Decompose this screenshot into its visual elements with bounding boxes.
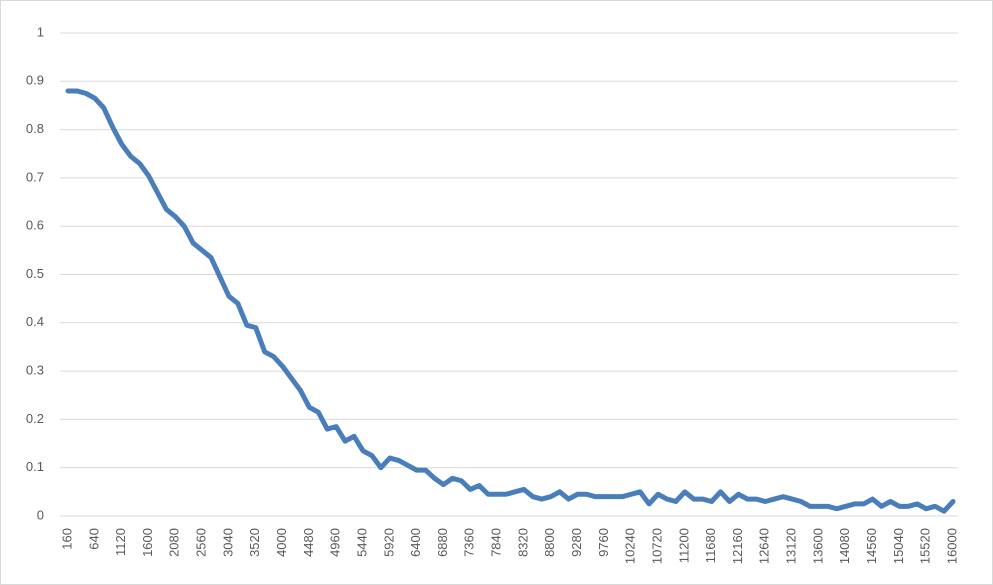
x-tick-label: 11200 [676, 528, 691, 563]
x-tick-label: 7360 [462, 528, 477, 557]
x-tick-label: 8320 [515, 528, 530, 557]
y-tick-label: 1 [37, 24, 44, 39]
x-tick-label: 12640 [757, 528, 772, 564]
x-tick-label: 4960 [328, 528, 343, 557]
y-tick-label: 0.7 [26, 169, 44, 184]
x-tick-label: 15520 [918, 528, 933, 564]
x-tick-label: 12160 [730, 528, 745, 564]
x-tick-label: 10240 [623, 528, 638, 564]
x-tick-label: 7840 [489, 528, 504, 557]
x-tick-label: 10720 [649, 528, 664, 564]
y-tick-label: 0.8 [26, 121, 44, 136]
x-tick-label: 3520 [247, 528, 262, 557]
y-tick-label: 0.6 [26, 218, 44, 233]
x-tick-label: 11680 [703, 528, 718, 563]
x-tick-label: 160 [59, 528, 74, 550]
x-tick-label: 14560 [864, 528, 879, 564]
x-tick-label: 1600 [140, 528, 155, 557]
x-tick-label: 5920 [381, 528, 396, 557]
x-tick-label: 13120 [784, 528, 799, 564]
x-tick-label: 6880 [435, 528, 450, 557]
y-tick-label: 0 [37, 507, 44, 522]
y-tick-label: 0.2 [26, 411, 44, 426]
x-tick-label: 3040 [220, 528, 235, 557]
x-tick-label: 9280 [569, 528, 584, 557]
x-tick-label: 13600 [810, 528, 825, 564]
x-tick-label: 16000 [944, 528, 959, 564]
x-tick-label: 14080 [837, 528, 852, 564]
x-tick-label: 640 [86, 528, 101, 550]
x-tick-label: 5440 [354, 528, 369, 557]
y-tick-label: 0.3 [26, 363, 44, 378]
x-tick-label: 4000 [274, 528, 289, 557]
x-tick-label: 2560 [194, 528, 209, 557]
x-tick-label: 1120 [113, 528, 128, 556]
x-tick-label: 2080 [167, 528, 182, 557]
x-tick-label: 8800 [542, 528, 557, 557]
y-tick-label: 0.9 [26, 73, 44, 88]
x-tick-label: 15040 [891, 528, 906, 564]
y-tick-label: 0.4 [26, 314, 44, 329]
x-tick-label: 6400 [408, 528, 423, 557]
x-tick-label: 9760 [596, 528, 611, 557]
y-tick-label: 0.5 [26, 266, 44, 281]
x-tick-label: 4480 [301, 528, 316, 557]
data-line [65, 88, 956, 514]
y-tick-label: 0.1 [26, 459, 44, 474]
